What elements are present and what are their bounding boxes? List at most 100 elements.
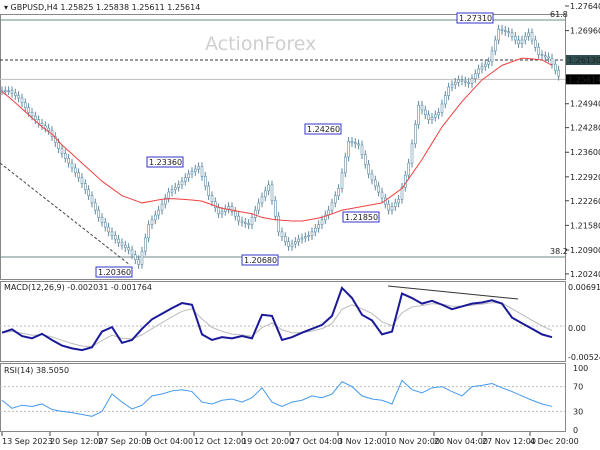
macd-panel bbox=[0, 281, 566, 362]
price-bar-body bbox=[557, 69, 560, 77]
price-bar-body bbox=[487, 61, 490, 65]
price-bar-body bbox=[114, 235, 117, 240]
price-bar-body bbox=[84, 183, 87, 190]
price-label-box bbox=[241, 254, 279, 266]
price-bar-body bbox=[177, 184, 180, 188]
price-bar-body bbox=[74, 167, 77, 174]
price-label: 1.23360 bbox=[149, 158, 182, 167]
price-bar-body bbox=[507, 31, 510, 34]
price-bar-body bbox=[430, 116, 434, 120]
rsi-line bbox=[1, 379, 553, 417]
price-bar-body bbox=[14, 92, 17, 96]
rsi-title: RSI(14) 38.5050 bbox=[4, 366, 69, 375]
price-bar-body bbox=[70, 162, 74, 169]
x-tick-label: 4 Dec 20:00 bbox=[530, 437, 579, 446]
price-bar-body bbox=[433, 114, 437, 118]
price-bar-body bbox=[413, 124, 417, 145]
rsi-tick-label: 30 bbox=[573, 407, 583, 416]
price-bar-body bbox=[117, 238, 120, 244]
price-bar-body bbox=[230, 206, 234, 212]
x-tick-label: 27 Oct 04:00 bbox=[290, 437, 342, 446]
price-bar-body bbox=[27, 107, 30, 113]
price-bar-body bbox=[440, 103, 444, 113]
moving-average-line bbox=[1, 57, 553, 222]
price-bar-body bbox=[174, 186, 177, 190]
macd-trendline bbox=[387, 285, 519, 300]
price-bar-body bbox=[510, 32, 514, 37]
price-bar-body bbox=[470, 78, 474, 84]
price-bar-body bbox=[380, 191, 384, 199]
price-bar-body bbox=[87, 189, 90, 196]
price-bar-body bbox=[357, 143, 360, 146]
y-tick-label: 1.22260 bbox=[570, 197, 600, 206]
price-bar-body bbox=[134, 254, 137, 260]
price-label: 1.24260 bbox=[307, 125, 340, 134]
price-bar-body bbox=[267, 184, 270, 192]
price-bar-body bbox=[553, 63, 557, 71]
price-bar-body bbox=[217, 207, 220, 215]
price-bar-body bbox=[240, 220, 244, 223]
price-bar-body bbox=[457, 79, 460, 83]
macd-signal-line bbox=[1, 302, 553, 348]
price-bar-body bbox=[7, 90, 10, 93]
price-bar-body bbox=[437, 112, 440, 116]
price-bar-body bbox=[157, 209, 160, 216]
price-bar-body bbox=[277, 215, 280, 233]
price-bar-body bbox=[90, 195, 94, 204]
price-bar-body bbox=[307, 235, 310, 238]
price-bar-body bbox=[254, 209, 257, 218]
price-bar-body bbox=[17, 95, 20, 99]
price-bar-body bbox=[100, 217, 104, 223]
macd-line bbox=[1, 286, 553, 352]
price-bar-body bbox=[297, 238, 300, 242]
price-label: 1.21850 bbox=[345, 213, 378, 222]
price-bar-body bbox=[140, 250, 144, 265]
price-bar-body bbox=[353, 142, 357, 145]
price-bar-body bbox=[250, 217, 254, 225]
price-bar-body bbox=[477, 68, 480, 75]
price-bar-body bbox=[273, 200, 277, 217]
macd-tick-label: -0.005241 bbox=[568, 353, 600, 362]
price-bar-body bbox=[124, 244, 127, 248]
price-bar-body bbox=[104, 221, 107, 228]
price-bar-body bbox=[40, 122, 44, 127]
price-bar-body bbox=[147, 224, 150, 239]
y-tick-label: 1.27640 bbox=[570, 2, 600, 11]
price-bar-body bbox=[33, 115, 37, 120]
price-bar-body bbox=[97, 209, 100, 218]
y-tick-label: 1.20900 bbox=[570, 246, 600, 255]
price-bar-body bbox=[500, 28, 504, 31]
price-bar-body bbox=[493, 39, 497, 52]
price-bar-body bbox=[417, 104, 420, 125]
price-bar-body bbox=[210, 195, 214, 203]
fib-61.8-label: 61.8 bbox=[550, 10, 568, 19]
price-bar-body bbox=[337, 188, 340, 196]
price-bar-body bbox=[200, 166, 204, 177]
x-tick-label: 27 Sep 20:00 bbox=[98, 437, 151, 446]
price-bar-body bbox=[43, 125, 47, 129]
price-bar-body bbox=[497, 28, 500, 41]
price-panel bbox=[0, 14, 566, 280]
price-label-box bbox=[456, 12, 494, 24]
price-bar-body bbox=[303, 236, 307, 239]
macd-tick-label: 0.006915 bbox=[568, 283, 600, 292]
price-badge-label: 1.26130 bbox=[568, 56, 600, 65]
price-bar-body bbox=[320, 219, 324, 225]
x-tick-label: 20 Nov 04:00 bbox=[434, 437, 488, 446]
x-tick-label: 13 Sep 2023 bbox=[2, 437, 53, 446]
price-bar-body bbox=[287, 241, 290, 247]
price-bar-body bbox=[367, 164, 370, 175]
price-bar-body bbox=[170, 189, 174, 193]
price-bar-body bbox=[517, 39, 520, 44]
price-bar-body bbox=[260, 196, 264, 204]
x-tick-label: 5 Oct 04:00 bbox=[146, 437, 193, 446]
price-bar-body bbox=[184, 177, 187, 182]
price-bar-body bbox=[310, 231, 314, 236]
macd-tick-label: 0.00 bbox=[568, 324, 586, 333]
price-badge-label: 1.25614 bbox=[568, 75, 600, 84]
price-bar-body bbox=[333, 195, 337, 204]
price-bar-body bbox=[313, 227, 317, 233]
y-tick-label: 1.22920 bbox=[570, 173, 600, 182]
price-label-box bbox=[342, 211, 380, 223]
